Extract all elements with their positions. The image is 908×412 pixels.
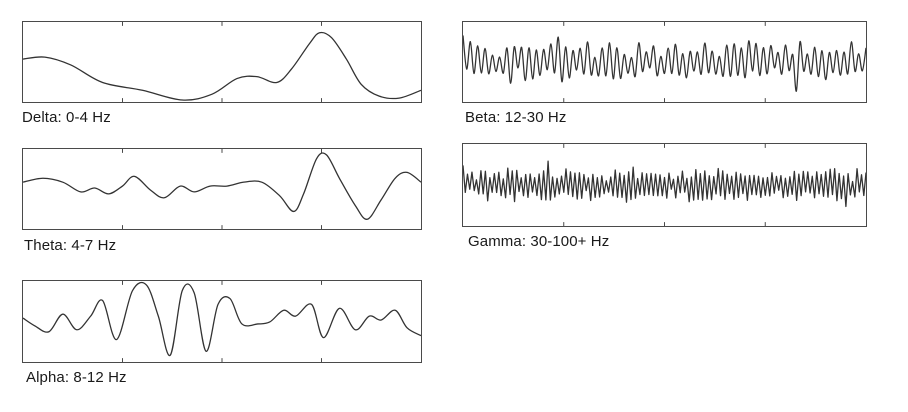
delta-waveform xyxy=(23,22,421,102)
alpha-waveform xyxy=(23,281,421,362)
alpha-wave-line xyxy=(23,281,421,356)
delta-wave-plot xyxy=(22,21,422,103)
theta-waveform xyxy=(23,149,421,229)
gamma-label: Gamma: 30-100+ Hz xyxy=(468,233,610,250)
beta-label: Beta: 12-30 Hz xyxy=(465,109,567,126)
alpha-wave-plot xyxy=(22,280,422,363)
alpha-label: Alpha: 8-12 Hz xyxy=(26,369,127,386)
beta-wave-plot xyxy=(462,21,867,103)
gamma-wave-plot xyxy=(462,143,867,227)
beta-wave-line xyxy=(463,35,866,92)
theta-wave-line xyxy=(23,152,421,220)
theta-label: Theta: 4-7 Hz xyxy=(24,237,117,254)
delta-label: Delta: 0-4 Hz xyxy=(22,109,111,126)
beta-waveform xyxy=(463,22,866,102)
gamma-wave-line xyxy=(463,160,866,208)
delta-wave-line xyxy=(23,31,421,101)
theta-wave-plot xyxy=(22,148,422,230)
gamma-waveform xyxy=(463,144,866,226)
